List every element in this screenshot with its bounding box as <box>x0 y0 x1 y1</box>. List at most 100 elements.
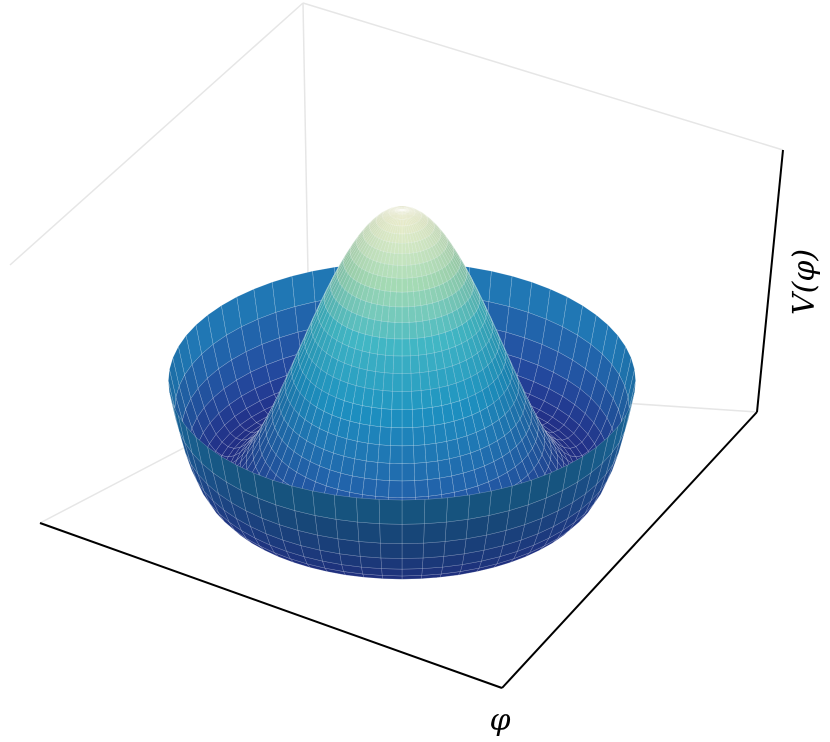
surface-cell <box>410 355 420 374</box>
surface-cell <box>227 437 243 449</box>
surface-cell <box>414 479 429 498</box>
surface-cell <box>291 346 301 367</box>
surface-cell <box>391 264 398 279</box>
surface-cell <box>169 356 180 399</box>
surface-cell <box>195 314 214 355</box>
surface-cell <box>393 338 403 357</box>
surface-cell <box>413 462 428 481</box>
surface-cell <box>401 225 405 235</box>
surface-cell <box>358 541 382 559</box>
surface-cell <box>377 337 388 356</box>
surface-cell <box>401 427 414 447</box>
surface-cell <box>388 209 397 212</box>
surface-cell <box>408 306 417 323</box>
surface-cell <box>401 463 415 482</box>
surface-cell <box>401 207 405 211</box>
surface-cell <box>401 233 406 244</box>
surface-cell <box>389 291 397 308</box>
surface-cell <box>336 259 345 275</box>
surface-cell <box>377 444 391 464</box>
surface-cell <box>467 490 492 520</box>
surface-cell <box>394 306 403 323</box>
surface-cell <box>356 497 380 525</box>
y-axis <box>501 411 758 689</box>
surface-cell <box>401 499 426 525</box>
surface-cell <box>401 445 415 464</box>
surface-cell <box>406 264 413 279</box>
surface-cell <box>444 519 469 542</box>
surface-cell <box>312 490 337 520</box>
surface-cell <box>401 338 411 357</box>
surface-cell <box>236 464 259 499</box>
surface-cell <box>401 373 412 392</box>
surface-cell <box>401 207 406 211</box>
surface-cell <box>380 542 403 559</box>
surface-cell <box>391 206 396 209</box>
surface-cell <box>349 239 358 253</box>
surface-cell <box>357 423 371 444</box>
surface-cell <box>375 479 390 498</box>
surface-cell <box>410 372 422 392</box>
surface-cell <box>401 209 409 212</box>
surface-cell <box>401 355 412 374</box>
surface-cell <box>424 497 448 525</box>
surface-cell <box>425 460 440 481</box>
surface-cell <box>395 209 403 212</box>
surface-cell <box>178 374 192 411</box>
surface-cell <box>209 433 223 452</box>
surface-cell <box>409 338 419 357</box>
surface-cell <box>384 355 394 374</box>
surface-cell <box>401 480 416 498</box>
pane-edge <box>302 2 784 151</box>
surface-cell <box>335 519 360 542</box>
surface-cell <box>376 212 385 218</box>
surface-cell <box>401 277 408 293</box>
surface-cell <box>390 277 398 293</box>
surface-cell <box>212 334 232 370</box>
surface-cell <box>359 556 382 569</box>
surface-cell <box>401 253 407 266</box>
surface-cell <box>396 277 403 293</box>
surface-cell <box>207 446 227 483</box>
surface-cell <box>382 211 390 217</box>
surface-cell <box>411 390 423 410</box>
surface-cell <box>215 424 231 443</box>
surface-cell <box>420 389 433 409</box>
surface-cell <box>446 494 471 523</box>
surface-cell <box>408 321 418 340</box>
surface-cell <box>407 291 415 308</box>
surface-cell <box>395 208 403 211</box>
surface-cell <box>413 444 427 464</box>
surface-cell <box>382 372 394 392</box>
surface-cell <box>418 353 429 374</box>
surface-cell <box>197 377 214 409</box>
surface-cell <box>365 443 380 463</box>
surface-cell <box>373 371 385 391</box>
surface-cell <box>401 391 413 410</box>
surface-cell <box>284 366 293 387</box>
x-axis-label: φ <box>489 703 510 738</box>
surface-cell <box>397 207 403 211</box>
surface-cell <box>378 499 403 525</box>
surface-cell <box>364 460 379 481</box>
surface-cell <box>378 210 386 215</box>
surface-cell <box>390 427 403 447</box>
surface-cell <box>261 337 284 366</box>
surface-cell <box>401 568 423 577</box>
surface-cell <box>354 441 369 462</box>
surface-cell <box>406 277 414 293</box>
surface-cell <box>378 426 392 446</box>
surface-cell <box>399 207 403 211</box>
surface-cell <box>388 480 403 498</box>
surface-cell <box>421 407 435 428</box>
surface-cell <box>423 521 447 544</box>
surface-cell <box>304 322 312 343</box>
pane-edge <box>9 2 304 266</box>
surface-cell <box>271 394 280 416</box>
surface-cell <box>401 291 409 308</box>
surface-cell <box>396 206 401 208</box>
surface-cell <box>427 477 442 497</box>
surface-cell <box>271 275 296 313</box>
